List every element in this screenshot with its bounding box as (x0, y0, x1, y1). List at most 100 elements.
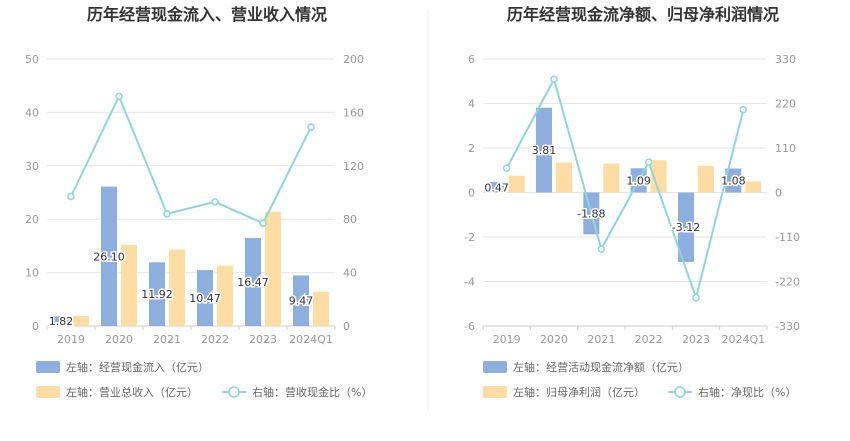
line-point (115, 92, 123, 101)
bar (508, 175, 525, 193)
right-axis-tick: -110 (775, 231, 800, 244)
ratio-line (505, 76, 745, 302)
line-point (644, 158, 653, 166)
right-axis-tick: 0 (343, 320, 350, 333)
left-axis-tick: 40 (25, 106, 39, 119)
left-axis-tick: 0 (32, 320, 39, 333)
left-axis-tick: 30 (25, 160, 39, 173)
chart-title: 历年经营现金流入、营业收入情况 (87, 5, 327, 24)
bar-data-label: 1.08 (721, 174, 746, 187)
right-axis-tick: 330 (775, 53, 796, 66)
right-axis-tick: -220 (775, 276, 800, 289)
bar (53, 316, 69, 326)
legend-label: 右轴：营收现金比（%） (252, 385, 372, 399)
bar (725, 168, 742, 193)
left-axis-tick: 2 (468, 142, 475, 155)
right-axis-tick: 80 (343, 213, 357, 226)
right-axis-tick: 40 (343, 267, 357, 280)
left-axis-tick: 4 (468, 98, 475, 111)
line-point (597, 245, 606, 253)
bar (603, 163, 620, 193)
line-point (67, 192, 75, 201)
legend-swatch-point (674, 386, 686, 398)
left-axis-tick: 20 (25, 213, 39, 226)
legend-label: 左轴：经营活动现金流净额（亿元） (513, 360, 689, 374)
legend-swatch (36, 361, 60, 373)
right-axis-tick: 220 (775, 98, 796, 111)
bar (169, 249, 185, 326)
chart-title: 历年经营现金流净额、归母净利润情况 (507, 5, 779, 24)
bar-data-label: 11.92 (141, 288, 173, 301)
x-axis-tick: 2024Q1 (722, 333, 766, 346)
bar (73, 315, 89, 326)
left-axis-tick: -2 (464, 231, 475, 244)
line-point (739, 105, 748, 114)
bar (698, 165, 714, 193)
x-axis-tick: 2020 (105, 333, 133, 346)
line-point (307, 123, 315, 131)
x-axis-tick: 2022 (201, 333, 229, 346)
bar (313, 291, 329, 326)
x-axis-tick: 2022 (635, 333, 663, 346)
x-axis-tick: 2020 (540, 333, 568, 346)
bar (121, 244, 137, 326)
left-axis-tick: 0 (468, 187, 475, 200)
cash-inflow-revenue-chart: 历年经营现金流入、营业收入情况 0 10 20 30 40 50 0 40 80 120 160 200… (25, 5, 372, 399)
x-axis-tick: 2023 (249, 333, 277, 346)
bar (217, 265, 233, 326)
legend-swatch-point (228, 386, 240, 398)
line-point (259, 219, 267, 227)
x-axis-tick: 2021 (153, 333, 181, 346)
left-axis-tick: -6 (464, 320, 475, 333)
x-axis-tick: 2023 (682, 333, 710, 346)
line-point (550, 75, 558, 83)
left-axis-tick: 6 (468, 53, 475, 66)
bar-data-label: 16.47 (237, 276, 269, 289)
legend-swatch (483, 386, 507, 398)
net-cashflow-profit-chart: 历年经营现金流净额、归母净利润情况 -6 -4 -2 0 2 4 6 -330 -220 -110 0… (464, 5, 800, 399)
ratio-line (70, 93, 312, 225)
bar (650, 160, 667, 193)
bar (101, 186, 117, 326)
right-axis-tick: 110 (775, 142, 796, 155)
right-axis-tick: 0 (775, 187, 782, 200)
right-axis-tick: -330 (775, 320, 800, 333)
bar-data-label: 3.81 (532, 144, 557, 157)
x-axis-tick: 2019 (493, 333, 521, 346)
legend-label: 左轴：经营现金流入（亿元） (66, 360, 209, 374)
bar-data-label: -3.12 (672, 221, 700, 234)
left-axis-tick: 50 (25, 53, 39, 66)
left-axis-tick: -4 (464, 276, 475, 289)
bar (745, 181, 762, 193)
legend-swatch (483, 361, 507, 373)
right-axis-tick: 120 (343, 160, 364, 173)
bar (149, 262, 165, 326)
bar-data-label: 0.47 (484, 181, 509, 194)
left-axis-tick: 10 (25, 267, 39, 280)
bar (265, 211, 281, 326)
bar (488, 182, 505, 193)
x-axis-tick: 2021 (587, 333, 615, 346)
bar (556, 162, 572, 193)
bar (245, 238, 261, 326)
line-point (502, 164, 511, 172)
x-axis-tick: 2019 (57, 333, 85, 346)
bar-data-label: 26.10 (93, 250, 125, 263)
x-axis-tick: 2024Q1 (289, 333, 333, 346)
bar-data-label: 1.09 (626, 174, 651, 187)
line-point (211, 198, 219, 206)
bar (536, 107, 552, 193)
bar-data-label: -1.88 (577, 207, 605, 220)
bar-data-label: 1.82 (49, 315, 74, 328)
right-axis-tick: 200 (343, 53, 364, 66)
bar-data-label: 9.47 (289, 295, 314, 308)
line-point (692, 293, 700, 302)
line-point (163, 210, 171, 218)
legend-swatch (36, 386, 60, 398)
bar (197, 270, 213, 326)
bar (293, 275, 309, 326)
right-axis-tick: 160 (343, 106, 364, 119)
legend-label: 左轴：归母净利润（亿元） (513, 385, 645, 399)
legend-label: 左轴：营业总收入（亿元） (66, 385, 198, 399)
